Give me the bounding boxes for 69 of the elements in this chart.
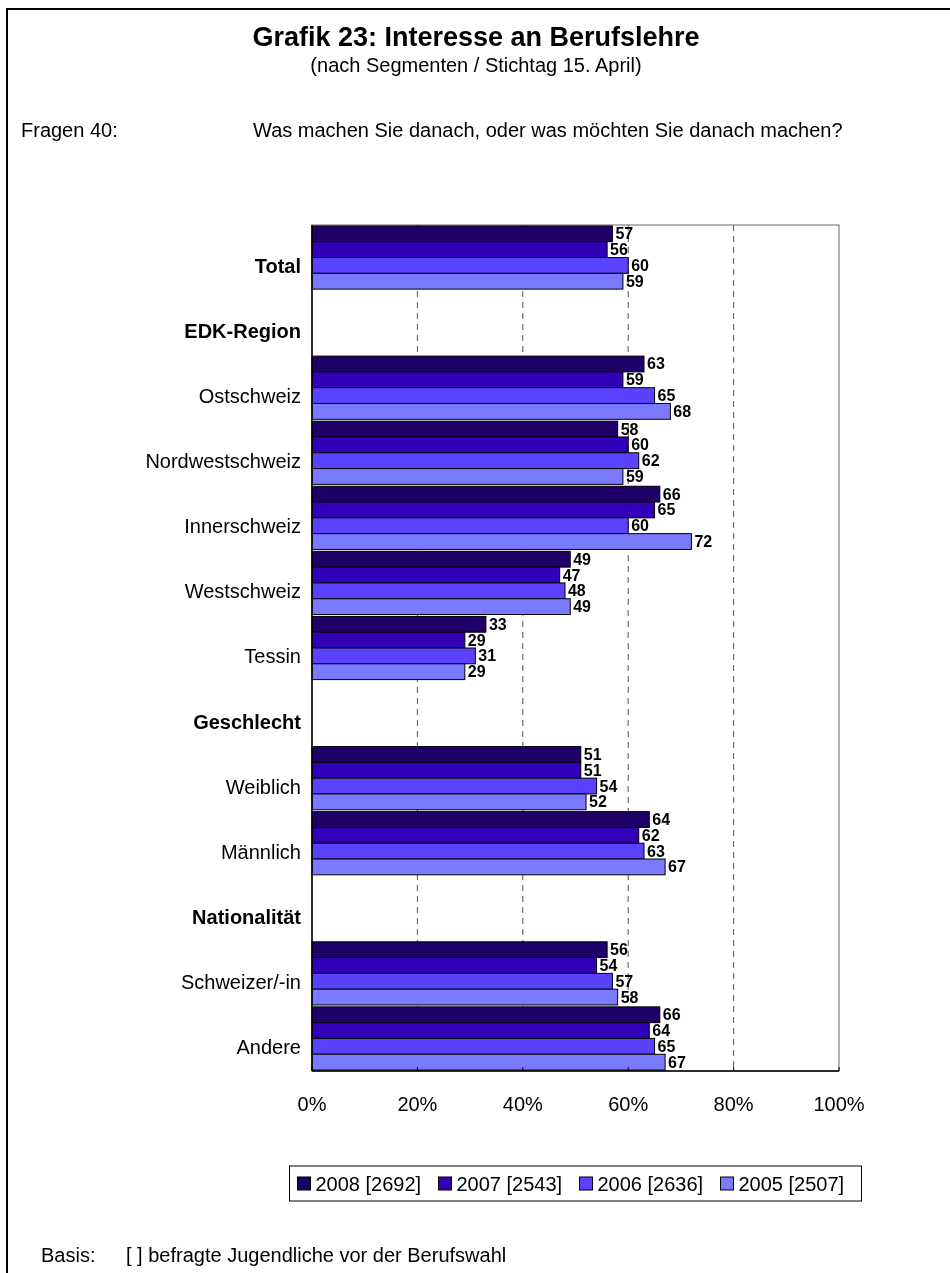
- data-label: 51: [583, 761, 602, 779]
- data-label: 59: [625, 272, 644, 290]
- y-tick-label: Innerschweiz: [184, 515, 301, 538]
- data-label: 49: [573, 550, 592, 568]
- text: Fragen 40:: [21, 119, 118, 141]
- y-tick-label: Nationalität: [192, 905, 302, 928]
- data-label: 56: [610, 941, 629, 959]
- legend-label: 2008 [2692]: [315, 1173, 422, 1195]
- data-label: 33: [488, 615, 507, 633]
- text: Was machen Sie danach, oder was möchten Sie danach machen?: [253, 119, 843, 141]
- data-label: 64: [652, 811, 671, 829]
- data-label: 58: [620, 988, 639, 1006]
- data-label: 63: [647, 355, 665, 373]
- data-label: 47: [562, 566, 581, 584]
- chart-subtitle: (nach Segmenten / Stichtag 15. April): [310, 54, 642, 76]
- data-label: 59: [625, 371, 644, 389]
- x-tick-label: 100%: [813, 1093, 865, 1115]
- data-label: 57: [615, 972, 634, 990]
- x-tick-label: 60%: [608, 1093, 649, 1115]
- data-label: 58: [620, 420, 639, 438]
- data-label: 72: [694, 533, 713, 551]
- data-label: 62: [641, 452, 660, 470]
- data-label: 62: [641, 826, 660, 844]
- data-label: 65: [657, 1037, 676, 1055]
- data-label: 49: [573, 598, 592, 616]
- data-label: 60: [631, 517, 650, 535]
- legend-label: 2007 [2543]: [456, 1173, 563, 1195]
- data-label: 65: [657, 501, 676, 519]
- y-tick-label: Ostschweiz: [198, 385, 301, 408]
- data-label: 52: [589, 793, 607, 811]
- data-label: 60: [631, 436, 650, 454]
- data-label: 29: [467, 631, 486, 649]
- data-label: 66: [662, 485, 681, 503]
- data-label: 54: [599, 777, 618, 795]
- data-label: 51: [583, 745, 602, 763]
- data-label: 60: [631, 256, 650, 274]
- y-tick-label: Nordwestschweiz: [145, 450, 301, 473]
- legend-label: 2006 [2636]: [597, 1173, 704, 1195]
- data-label: 63: [647, 842, 665, 860]
- data-label: 67: [668, 858, 686, 876]
- data-label: 64: [652, 1022, 671, 1040]
- data-label: 56: [610, 241, 629, 259]
- data-label: 29: [467, 663, 486, 681]
- y-tick-label: Andere: [236, 1035, 301, 1058]
- data-label: 65: [657, 387, 676, 405]
- text: [ ] befragte Jugendliche vor der Berufswahl: [126, 1244, 507, 1266]
- y-tick-label: EDK-Region: [184, 320, 301, 343]
- x-tick-label: 0%: [297, 1093, 327, 1115]
- data-label: 59: [625, 467, 644, 485]
- x-tick-label: 20%: [397, 1093, 438, 1115]
- y-tick-label: Männlich: [220, 840, 301, 863]
- x-tick-label: 40%: [502, 1093, 544, 1115]
- y-tick-label: Geschlecht: [193, 710, 302, 733]
- data-label: 66: [662, 1006, 681, 1024]
- data-label: 54: [599, 956, 618, 974]
- y-tick-label: Total: [254, 255, 301, 277]
- chart-title: Grafik 23: Interesse an Berufslehre: [252, 22, 700, 52]
- y-tick-label: Tessin: [244, 645, 301, 668]
- data-label: 31: [478, 647, 497, 665]
- y-tick-label: Schweizer/-in: [180, 970, 301, 993]
- data-label: 48: [567, 582, 586, 600]
- data-label: 57: [615, 225, 634, 243]
- data-label: 67: [668, 1053, 686, 1071]
- data-label: 68: [673, 402, 692, 420]
- y-tick-label: Westschweiz: [184, 580, 301, 603]
- text: Basis:: [41, 1244, 96, 1266]
- legend-label: 2005 [2507]: [738, 1173, 845, 1195]
- x-tick-label: 80%: [713, 1093, 754, 1115]
- y-tick-label: Weiblich: [225, 775, 301, 798]
